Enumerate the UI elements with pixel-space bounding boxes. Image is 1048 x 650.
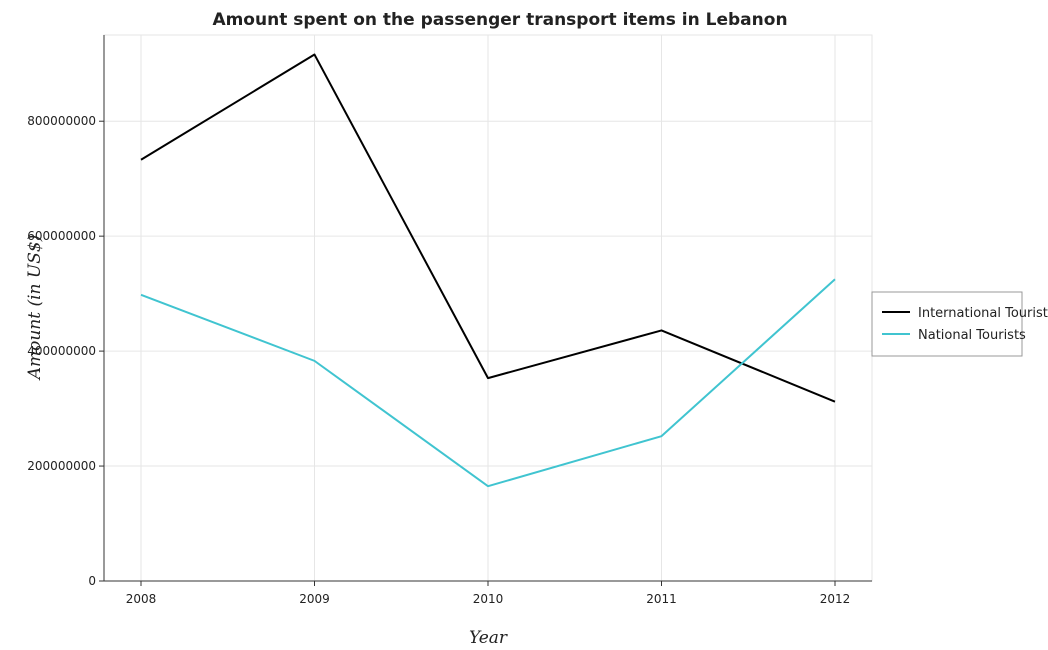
y-tick-label: 200000000 bbox=[27, 459, 96, 473]
y-tick-label: 600000000 bbox=[27, 229, 96, 243]
legend-box bbox=[871, 291, 1023, 357]
chart-title: Amount spent on the passenger transport … bbox=[212, 10, 787, 30]
x-tick-label: 2012 bbox=[820, 592, 851, 606]
grid-lines bbox=[103, 34, 873, 582]
legend-label: International Tourists bbox=[918, 306, 1048, 321]
legend-label: National Tourists bbox=[918, 328, 1026, 343]
x-tick-label: 2010 bbox=[473, 592, 504, 606]
x-tick-label: 2011 bbox=[646, 592, 677, 606]
y-tick-label: 800000000 bbox=[27, 114, 96, 128]
axes: 2008 2009 2010 2011 2012 0 200000000 400000000 6… bbox=[27, 35, 872, 606]
legend: International Tourists National Tourists bbox=[871, 291, 1048, 357]
x-tick-label: 2009 bbox=[299, 592, 330, 606]
series-lines bbox=[140, 53, 836, 488]
y-tick-label: 400000000 bbox=[27, 344, 96, 358]
y-axis-title: Amount (in US$) bbox=[25, 235, 45, 382]
y-tick-label: 0 bbox=[88, 574, 96, 588]
x-tick-label: 2008 bbox=[126, 592, 157, 606]
x-axis-title: Year bbox=[469, 628, 508, 648]
